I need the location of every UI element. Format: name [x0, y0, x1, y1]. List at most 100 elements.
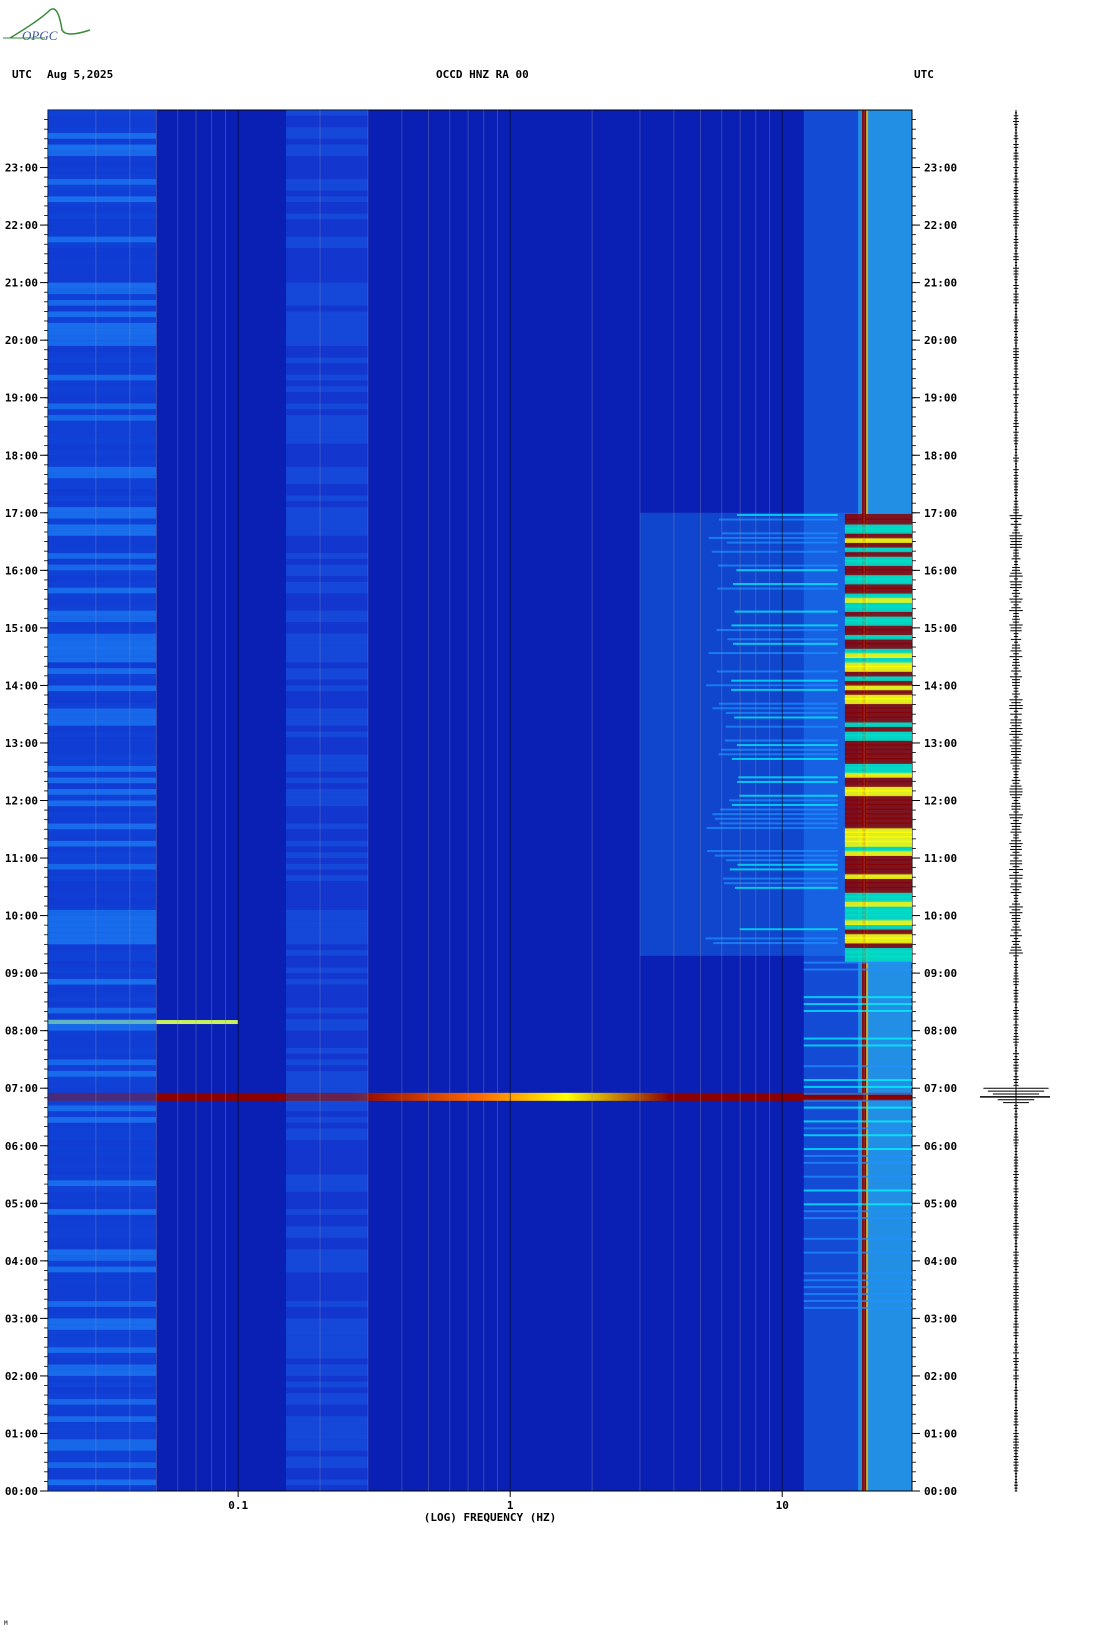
- noise-row: [48, 414, 157, 421]
- noise-row: [286, 1082, 368, 1089]
- noise-row: [286, 507, 368, 513]
- noise-row: [48, 938, 157, 945]
- noise-row: [286, 650, 368, 657]
- noise-row: [48, 863, 157, 870]
- noise-row: [48, 1042, 157, 1048]
- noise-row: [286, 144, 368, 151]
- noise-row: [48, 742, 157, 749]
- noise-row: [48, 351, 157, 358]
- noise-row: [48, 443, 157, 450]
- noise-row: [48, 783, 157, 789]
- noise-row: [48, 829, 157, 836]
- noise-row: [286, 512, 368, 519]
- noise-burst: [844, 785, 912, 792]
- y-tick-label-right: 21:00: [924, 277, 957, 290]
- noise-burst: [844, 923, 912, 930]
- noise-row: [286, 1329, 368, 1336]
- noise-row: [48, 472, 157, 479]
- noise-burst: [844, 955, 912, 962]
- noise-row: [48, 1370, 157, 1376]
- noise-streak: [712, 707, 838, 710]
- noise-row: [48, 110, 157, 116]
- noise-burst: [844, 532, 912, 539]
- noise-burst: [844, 817, 912, 824]
- noise-row: [286, 1421, 368, 1428]
- y-tick-label-right: 14:00: [924, 679, 957, 692]
- noise-streak: [720, 748, 838, 751]
- noise-burst: [844, 744, 912, 751]
- noise-row: [48, 1473, 157, 1480]
- noise-row: [48, 173, 157, 180]
- noise-burst: [844, 550, 912, 557]
- noise-row: [286, 1427, 368, 1434]
- y-tick-label-right: 09:00: [924, 967, 957, 980]
- y-tick-label-left: 19:00: [5, 392, 38, 405]
- y-tick-label-right: 05:00: [924, 1197, 957, 1210]
- y-tick-label-right: 12:00: [924, 795, 957, 808]
- noise-row: [48, 650, 157, 657]
- noise-row: [48, 1122, 157, 1129]
- y-tick-label-left: 04:00: [5, 1255, 38, 1268]
- noise-row: [48, 558, 157, 565]
- noise-streak: [706, 684, 838, 687]
- noise-burst: [844, 849, 912, 856]
- noise-row: [48, 748, 157, 755]
- noise-row: [286, 317, 368, 323]
- noise-row: [286, 570, 368, 577]
- noise-row: [48, 219, 157, 226]
- noise-streak: [803, 1148, 912, 1151]
- noise-row: [286, 927, 368, 933]
- noise-row: [286, 1462, 368, 1468]
- noise-row: [48, 1226, 157, 1233]
- noise-row: [48, 340, 157, 346]
- noise-row: [286, 1232, 368, 1238]
- noise-row: [286, 1059, 368, 1066]
- noise-row: [286, 840, 368, 847]
- noise-row: [48, 662, 157, 669]
- noise-burst: [844, 794, 912, 801]
- noise-row: [286, 915, 368, 922]
- noise-streak: [729, 868, 838, 871]
- noise-streak: [736, 513, 838, 516]
- noise-row: [48, 420, 157, 427]
- noise-row: [48, 639, 157, 646]
- noise-streak: [803, 1161, 912, 1164]
- noise-row: [286, 875, 368, 882]
- time-axis: 00:00 00:00 01:00 01:00 02:00 02:00 03:00 03:00…: [5, 119, 957, 1498]
- noise-burst: [844, 541, 912, 548]
- noise-row: [48, 1450, 157, 1457]
- noise-row: [286, 708, 368, 715]
- noise-row: [48, 1088, 157, 1094]
- noise-row: [48, 846, 157, 853]
- noise-row: [48, 898, 157, 905]
- microseism-band: [286, 110, 368, 1491]
- noise-row: [48, 282, 157, 289]
- noise-streak: [734, 886, 838, 889]
- noise-burst: [844, 642, 912, 649]
- noise-row: [48, 564, 157, 571]
- noise-burst: [844, 776, 912, 783]
- noise-row: [48, 1139, 157, 1146]
- noise-row: [286, 639, 368, 646]
- noise-row: [286, 1019, 368, 1025]
- noise-row: [286, 1180, 368, 1187]
- noise-row: [48, 1312, 157, 1319]
- noise-row: [48, 512, 157, 519]
- noise-row: [286, 1439, 368, 1445]
- noise-burst: [844, 919, 912, 926]
- noise-streak: [803, 996, 912, 999]
- noise-burst: [844, 859, 912, 866]
- noise-row: [48, 156, 157, 162]
- noise-row: [48, 541, 157, 548]
- noise-row: [48, 627, 157, 634]
- noise-row: [48, 610, 157, 617]
- noise-row: [286, 645, 368, 651]
- noise-burst: [844, 873, 912, 880]
- noise-burst: [844, 734, 912, 741]
- noise-burst: [844, 518, 912, 525]
- noise-row: [48, 1013, 157, 1020]
- noise-row: [48, 1237, 157, 1244]
- x-tick-label: 1: [507, 1499, 514, 1512]
- noise-row: [48, 886, 157, 893]
- noise-streak: [711, 550, 838, 553]
